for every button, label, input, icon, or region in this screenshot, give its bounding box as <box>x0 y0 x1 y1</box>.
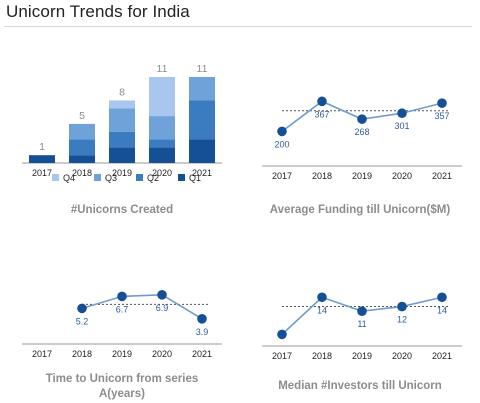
bar-segment-q2-2021 <box>189 100 215 140</box>
x-tick-label-2018: 2018 <box>312 351 332 361</box>
total-label-2019: 8 <box>119 86 125 98</box>
time-to-unicorn-chart: 2017 2018 2019 2020 2021 5.2 6.7 6.9 3.9 <box>22 290 222 359</box>
data-point-2018 <box>317 292 327 303</box>
average-funding-chart: 2017 2018 2019 2020 2021 200 367 268 301 357 <box>262 96 462 181</box>
x-tick-label-2017: 2017 <box>32 168 52 178</box>
data-point-2019 <box>117 291 127 302</box>
page-title: Unicorn Trends for India <box>6 2 190 21</box>
data-label-2021: 3.9 <box>196 327 209 337</box>
legend-label-q3: Q3 <box>105 173 117 183</box>
bar-segment-q2-2018 <box>69 139 95 156</box>
bar-segment-q1-2017 <box>29 155 55 163</box>
bar-segment-q1-2020 <box>149 147 175 163</box>
data-point-2021 <box>197 314 207 324</box>
data-point-2019 <box>357 306 367 316</box>
x-tick-label-2017: 2017 <box>272 351 292 361</box>
x-tick-label-2017: 2017 <box>32 349 52 359</box>
bar-segment-q3-2018 <box>69 123 95 140</box>
data-point-2018 <box>77 303 87 314</box>
legend-label-q1: Q1 <box>189 173 201 183</box>
data-label-2019: 268 <box>354 127 369 137</box>
data-label-2017: 200 <box>274 139 289 149</box>
total-label-2020: 11 <box>157 63 168 75</box>
legend-label-q2: Q2 <box>147 173 159 183</box>
x-tick-label-2021: 2021 <box>432 351 452 361</box>
x-tick-label-2020: 2020 <box>392 351 412 361</box>
legend-swatch-q1 <box>178 174 185 181</box>
bar-segment-q1-2019 <box>109 147 135 163</box>
bar-segment-q1-2021 <box>189 139 215 163</box>
bar-segment-q4-2019 <box>109 100 135 109</box>
data-point-2021 <box>437 98 447 108</box>
x-tick-label-2019: 2019 <box>352 351 372 361</box>
unicorns-created-chart: 1 2017 5 2018 8 2019 11 2020 11 2021 Q4 Q3 Q2 Q1 <box>22 63 222 183</box>
x-tick-label-2019: 2019 <box>112 349 132 359</box>
bar-segment-q3-2019 <box>109 108 135 132</box>
x-tick-label-2021: 2021 <box>192 168 212 178</box>
bar-segment-q1-2018 <box>69 155 95 163</box>
bar-segment-q2-2019 <box>109 131 135 148</box>
legend-swatch-q4 <box>52 174 59 181</box>
x-tick-label-2021: 2021 <box>192 349 212 359</box>
total-label-2018: 5 <box>79 110 85 122</box>
x-tick-label-2019: 2019 <box>112 168 132 178</box>
data-label-2018: 367 <box>314 109 329 119</box>
median-investors-chart: 2017 2018 2019 2020 2021 14 11 12 14 <box>262 292 462 361</box>
x-tick-label-2018: 2018 <box>72 168 92 178</box>
time-to-unicorn-caption: Time to Unicorn from series A(years) <box>45 373 199 400</box>
data-label-2018: 5.2 <box>76 316 89 326</box>
data-label-2021: 357 <box>434 111 449 121</box>
title-divider <box>4 26 472 27</box>
x-tick-label-2017: 2017 <box>272 171 292 181</box>
total-label-2021: 11 <box>197 63 208 75</box>
bar-segment-q3-2021 <box>189 77 215 101</box>
data-label-2020: 301 <box>394 121 409 131</box>
x-tick-label-2018: 2018 <box>312 171 332 181</box>
data-point-2020 <box>157 290 167 300</box>
x-tick-label-2018: 2018 <box>72 349 92 359</box>
x-tick-label-2019: 2019 <box>352 171 372 181</box>
data-label-2020: 12 <box>397 315 407 325</box>
median-investors-caption: Median #Investors till Unicorn <box>278 380 442 392</box>
data-point-2020 <box>397 108 407 119</box>
data-label-2019: 6.7 <box>116 304 129 314</box>
data-point-2018 <box>317 96 327 107</box>
series-line <box>81 293 203 320</box>
data-label-2019: 11 <box>357 319 366 329</box>
data-label-2020: 6.9 <box>156 303 169 313</box>
legend-label-q4: Q4 <box>63 173 75 183</box>
x-tick-label-2020: 2020 <box>152 168 172 178</box>
legend-swatch-q2 <box>136 174 143 181</box>
data-point-2017 <box>277 329 287 340</box>
legend-swatch-q3 <box>94 174 101 181</box>
x-tick-label-2021: 2021 <box>432 171 452 181</box>
x-tick-label-2020: 2020 <box>152 349 172 359</box>
data-point-2021 <box>437 292 447 303</box>
data-label-2021: 14 <box>437 305 447 315</box>
bar-segment-q3-2020 <box>149 116 175 140</box>
total-label-2017: 1 <box>39 141 45 153</box>
x-tick-label-2020: 2020 <box>392 171 412 181</box>
unicorns-created-caption: #Unicorns Created <box>70 204 174 216</box>
bar-segment-q2-2020 <box>149 139 175 148</box>
data-label-2018: 14 <box>317 305 327 315</box>
average-funding-caption: Average Funding till Unicorn($M) <box>269 204 451 216</box>
data-point-2017 <box>277 126 287 137</box>
data-point-2020 <box>397 301 407 312</box>
bar-segment-q4-2020 <box>149 77 175 117</box>
data-point-2019 <box>357 114 367 124</box>
